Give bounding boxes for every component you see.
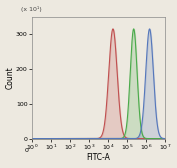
- X-axis label: FITC-A: FITC-A: [87, 153, 110, 162]
- Text: (x 10¹): (x 10¹): [21, 6, 42, 12]
- Text: 0: 0: [25, 148, 28, 153]
- Y-axis label: Count: Count: [5, 66, 15, 89]
